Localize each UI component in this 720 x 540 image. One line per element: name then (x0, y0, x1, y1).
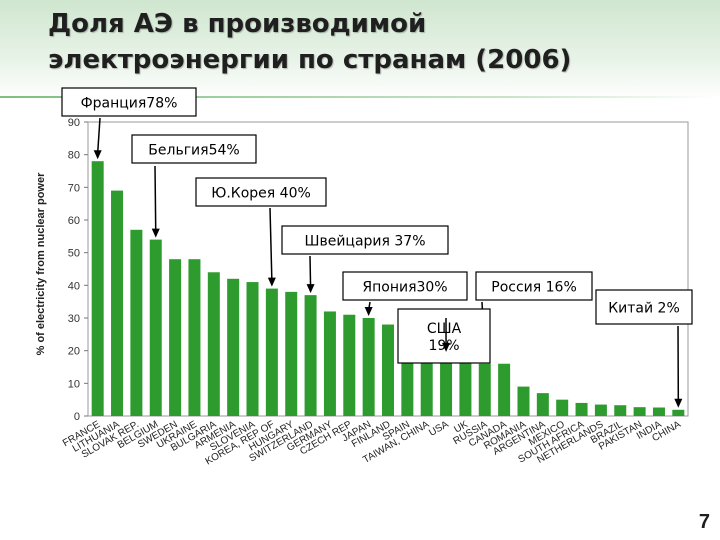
bar (614, 405, 627, 416)
bar (672, 409, 685, 416)
callout-arrowhead (93, 150, 102, 160)
y-tick-label: 0 (74, 411, 80, 423)
page-number: 7 (698, 511, 710, 533)
callout-arrowhead (674, 398, 683, 408)
callout-label: Китай 2% (608, 301, 680, 317)
callout-arrowhead (267, 277, 276, 287)
bar (517, 386, 530, 416)
bar (169, 259, 182, 416)
bar (478, 363, 491, 416)
y-tick-label: 20 (68, 346, 80, 358)
bar (130, 229, 143, 416)
callout-label: США19% (427, 321, 462, 354)
callout-box (595, 289, 693, 325)
callout-box (397, 308, 491, 364)
bar (207, 272, 220, 416)
callout-arrowhead (442, 342, 451, 352)
bar (285, 291, 298, 416)
callout: Франция78% (61, 87, 197, 160)
y-tick-label: 40 (68, 280, 80, 292)
y-tick-label: 50 (68, 248, 80, 260)
header-rule (0, 96, 720, 98)
callout: США19% (397, 308, 491, 364)
callout-arrowhead (364, 307, 373, 316)
callout: Китай 2% (595, 289, 693, 408)
bar (556, 399, 569, 416)
header-band (0, 0, 720, 100)
bar (323, 311, 336, 416)
callout-label: Бельгия54% (148, 143, 239, 159)
bar (362, 318, 375, 416)
slide-title: Доля АЭ в производимой электроэнергии по… (48, 6, 668, 78)
slide-title-line-1: Доля АЭ в производимой (48, 9, 427, 39)
bar (91, 161, 104, 416)
bar (149, 239, 162, 416)
bar (265, 288, 278, 416)
bar (459, 357, 472, 416)
bar (401, 350, 414, 416)
callout: Россия 16% (475, 271, 593, 362)
bar (343, 314, 356, 416)
callout-box (342, 271, 468, 301)
bar (633, 407, 646, 416)
slide-title-line-2: электроэнергии по странам (2006) (48, 45, 572, 75)
callouts: Франция78% Бельгия54% Ю.Корея 40% Швейцария… (61, 87, 693, 408)
bar (246, 282, 259, 416)
y-tick-label: 80 (68, 150, 80, 162)
callout-leader (309, 255, 312, 288)
bar (536, 393, 549, 416)
y-tick-label: 70 (68, 182, 80, 194)
callout-box (475, 271, 593, 301)
y-tick-label: 60 (68, 215, 80, 227)
bar (440, 353, 453, 416)
callout-box (131, 134, 257, 164)
bar (382, 324, 394, 416)
callout-label: Франция78% (81, 96, 178, 112)
y-tick-label: 90 (68, 117, 80, 129)
callout-leader (269, 207, 273, 281)
callout-arrowhead (306, 284, 315, 294)
callout-box (281, 225, 449, 255)
bar (188, 259, 201, 416)
callout-box (195, 177, 327, 207)
bar (420, 350, 433, 416)
callout-arrowhead (151, 228, 160, 238)
callout: Швейцария 37% (281, 225, 449, 294)
bar (111, 190, 124, 416)
callout: Япония30% (342, 271, 468, 316)
bar (575, 402, 588, 416)
bar (594, 404, 607, 416)
y-tick-label: 10 (68, 378, 80, 390)
bar (304, 295, 317, 416)
y-axis-title: % of electricity from nuclear power (35, 172, 47, 355)
x-tick-label: USA (427, 419, 451, 439)
bar (652, 407, 665, 416)
callout: Ю.Корея 40% (195, 177, 327, 287)
callout-label: Россия 16% (491, 280, 577, 296)
callout: Бельгия54% (131, 134, 257, 238)
callout-leader (96, 117, 101, 154)
callout-leader (154, 165, 157, 232)
bar (227, 278, 240, 416)
bars (91, 161, 685, 416)
y-tick-label: 30 (68, 313, 80, 325)
callout-label: Япония30% (362, 280, 447, 296)
callout-label: Ю.Корея 40% (211, 186, 311, 202)
callout-box (61, 87, 197, 117)
callout-label: Швейцария 37% (304, 234, 425, 250)
bar (498, 363, 511, 416)
